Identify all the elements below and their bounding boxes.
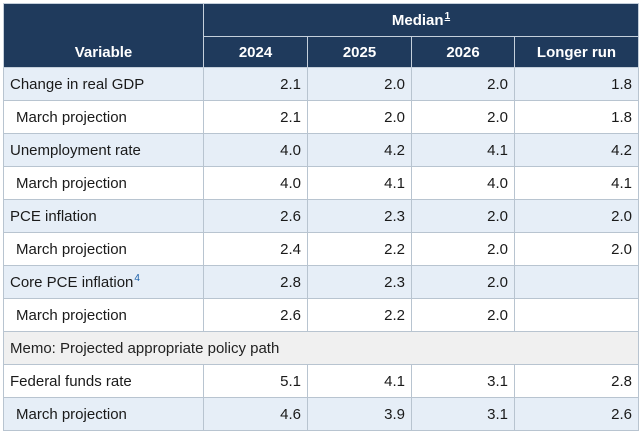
cell-value: 2.4 (203, 232, 308, 266)
projections-table: Variable Median1 2024 2025 2026 Longer r… (3, 3, 639, 431)
row-label: Federal funds rate (3, 364, 204, 398)
cell-value: 4.0 (411, 166, 515, 200)
table-row: Federal funds rate 5.1 4.1 3.1 2.8 (3, 364, 639, 398)
row-label: March projection (3, 232, 204, 266)
median-footnote-link[interactable]: 1 (444, 11, 451, 22)
cell-value: 2.0 (411, 100, 515, 134)
row-label: PCE inflation (3, 199, 204, 233)
cell-value: 2.0 (411, 298, 515, 332)
cell-value: 3.9 (307, 397, 412, 431)
row-label: Unemployment rate (3, 133, 204, 167)
row-label: March projection (3, 397, 204, 431)
cell-value: 2.2 (307, 232, 412, 266)
cell-value: 4.1 (514, 166, 639, 200)
cell-value: 2.0 (411, 265, 515, 299)
cell-value: 2.2 (307, 298, 412, 332)
row-label: March projection (3, 100, 204, 134)
column-header-2026: 2026 (411, 36, 515, 68)
cell-value: 2.0 (514, 199, 639, 233)
table-row: Change in real GDP 2.1 2.0 2.0 1.8 (3, 67, 639, 101)
cell-value: 2.0 (411, 67, 515, 101)
column-header-2024: 2024 (203, 36, 308, 68)
cell-value: 4.1 (307, 166, 412, 200)
cell-value: 4.0 (203, 166, 308, 200)
cell-value: 4.0 (203, 133, 308, 167)
row-label: March projection (3, 166, 204, 200)
table-body: Change in real GDP 2.1 2.0 2.0 1.8 March… (3, 67, 639, 431)
table-row: Unemployment rate 4.0 4.2 4.1 4.2 (3, 133, 639, 167)
row-label-cell: Core PCE inflation4 (3, 265, 204, 299)
cell-value: 2.1 (203, 100, 308, 134)
cell-value: 2.3 (307, 199, 412, 233)
table-row: March projection 4.0 4.1 4.0 4.1 (3, 166, 639, 200)
cell-value: 2.0 (514, 232, 639, 266)
table-row: March projection 2.1 2.0 2.0 1.8 (3, 100, 639, 134)
cell-value: 2.6 (203, 298, 308, 332)
cell-value: 4.6 (203, 397, 308, 431)
cell-value: 2.0 (411, 199, 515, 233)
cell-value: 5.1 (203, 364, 308, 398)
table-row: March projection 2.4 2.2 2.0 2.0 (3, 232, 639, 266)
footnote-link[interactable]: 4 (134, 273, 140, 284)
cell-value: 2.0 (411, 232, 515, 266)
memo-label: Memo: Projected appropriate policy path (3, 331, 639, 365)
cell-value: 1.8 (514, 67, 639, 101)
column-header-longer-run: Longer run (514, 36, 639, 68)
variable-column-header: Variable (3, 3, 204, 68)
cell-value: 4.2 (514, 133, 639, 167)
table-row: PCE inflation 2.6 2.3 2.0 2.0 (3, 199, 639, 233)
cell-value: 2.3 (307, 265, 412, 299)
cell-value: 2.1 (203, 67, 308, 101)
cell-value (514, 298, 639, 332)
median-header: Median1 (203, 3, 639, 37)
cell-value: 3.1 (411, 397, 515, 431)
column-header-2025: 2025 (307, 36, 412, 68)
cell-value: 2.8 (514, 364, 639, 398)
table-row: March projection 4.6 3.9 3.1 2.6 (3, 397, 639, 431)
table-row: March projection 2.6 2.2 2.0 (3, 298, 639, 332)
cell-value (514, 265, 639, 299)
cell-value: 1.8 (514, 100, 639, 134)
table-header: Variable Median1 2024 2025 2026 Longer r… (3, 3, 639, 68)
cell-value: 3.1 (411, 364, 515, 398)
row-label: Core PCE inflation (10, 274, 134, 291)
row-label: March projection (3, 298, 204, 332)
cell-value: 2.0 (307, 67, 412, 101)
median-label: Median (391, 12, 444, 29)
memo-row: Memo: Projected appropriate policy path (3, 331, 639, 365)
cell-value: 4.1 (307, 364, 412, 398)
cell-value: 2.8 (203, 265, 308, 299)
cell-value: 4.2 (307, 133, 412, 167)
cell-value: 2.6 (203, 199, 308, 233)
cell-value: 2.0 (307, 100, 412, 134)
row-label: Change in real GDP (3, 67, 204, 101)
cell-value: 4.1 (411, 133, 515, 167)
cell-value: 2.6 (514, 397, 639, 431)
table-row: Core PCE inflation4 2.8 2.3 2.0 (3, 265, 639, 299)
